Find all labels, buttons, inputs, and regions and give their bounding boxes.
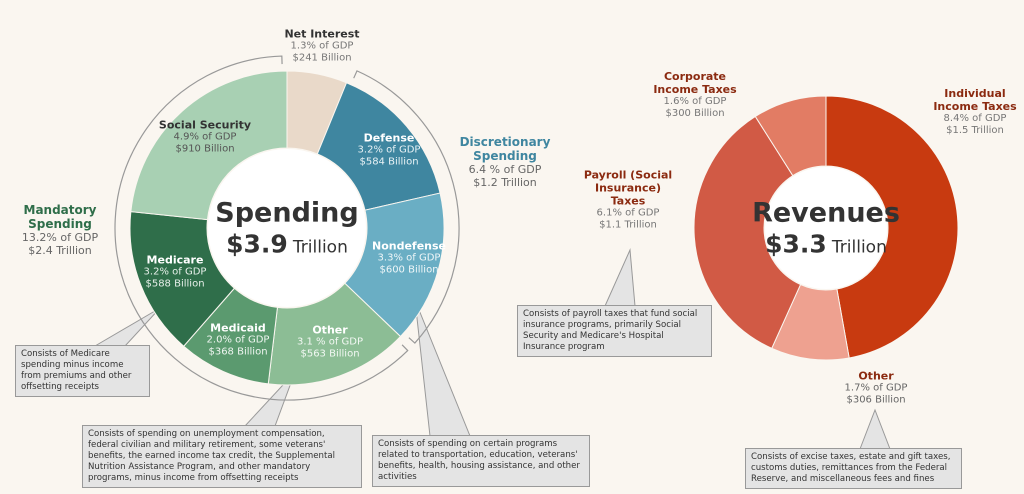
callout-note: Consists of spending on unemployment com… <box>82 425 362 488</box>
segment-value: 6.1% of GDP <box>596 207 660 219</box>
segment-amount: $1.1 Trillion <box>599 219 657 231</box>
donut-segment <box>693 115 802 349</box>
segment-label: Defense 3.2% of GDP $584 Billion <box>339 132 439 169</box>
donut-segment <box>754 95 827 177</box>
segment-label: Social Security 4.9% of GDP $910 Billion <box>155 119 255 156</box>
segment-amount: $600 Billion <box>379 264 439 276</box>
group-amount: $2.4 Trillion <box>28 244 92 257</box>
group-arc <box>353 70 460 344</box>
segment-name: Other <box>312 323 348 337</box>
donut-hole <box>765 167 887 289</box>
segment-label: Other 3.1 % of GDP $563 Billion <box>280 324 380 361</box>
segment-label: Medicare 3.2% of GDP $588 Billion <box>125 254 225 291</box>
segment-value: 4.9% of GDP <box>173 131 237 143</box>
group-label: Discretionary Spending 6.4 % of GDP $1.2 T… <box>450 135 560 189</box>
segment-name: Medicare <box>146 253 204 267</box>
center-total: $3.9 Trillion <box>215 230 358 259</box>
segment-value: 3.2% of GDP <box>143 266 207 278</box>
segment-value: 8.4% of GDP <box>943 113 1007 124</box>
segment-label: Payroll (Social Insurance) Taxes 6.1% of … <box>578 169 678 232</box>
group-value: 6.4 % of GDP <box>468 163 542 176</box>
segment-amount: $584 Billion <box>359 156 419 168</box>
segment-name: Medicaid <box>210 321 266 335</box>
segment-label: Net Interest 1.3% of GDP $241 Billion <box>272 28 372 65</box>
segment-name: Other <box>858 369 894 383</box>
callout-note: Consists of payroll taxes that fund soci… <box>517 305 712 357</box>
center-value: $3.9 <box>226 229 288 259</box>
segment-name: Nondefense <box>371 239 446 253</box>
segment-value: 1.3% of GDP <box>290 40 354 52</box>
segment-amount: $588 Billion <box>145 278 205 290</box>
center-unit: Trillion <box>831 237 887 258</box>
center-value: $3.3 <box>765 229 827 259</box>
group-arc <box>114 55 409 401</box>
segment-name: Social Security <box>158 118 252 132</box>
center-label: Spending $3.9 Trillion <box>215 198 358 259</box>
segment-name: Net Interest <box>284 27 360 41</box>
callout-note: Consists of Medicare spending minus inco… <box>15 345 150 397</box>
pointer <box>859 408 891 450</box>
pointer <box>414 299 471 437</box>
segment-name: Corporate Income Taxes <box>653 70 737 96</box>
segment-amount: $910 Billion <box>175 143 235 155</box>
segment-label: Other 1.7% of GDP $306 Billion <box>826 370 926 407</box>
segment-value: 3.2% of GDP <box>357 144 421 156</box>
segment-amount: $1.5 Trillion <box>946 125 1004 136</box>
segment-amount: $241 Billion <box>292 52 352 64</box>
segment-value: 1.7% of GDP <box>844 382 908 394</box>
center-label: Revenues $3.3 Trillion <box>752 198 900 259</box>
center-title: Spending <box>215 197 359 229</box>
pointer <box>604 248 636 307</box>
segment-amount: $368 Billion <box>208 346 268 358</box>
segment-name: Payroll (Social Insurance) Taxes <box>583 168 673 208</box>
callout-note: Consists of spending on certain programs… <box>372 435 590 487</box>
segment-label: Corporate Income Taxes 1.6% of GDP $300 Bi… <box>645 70 745 120</box>
segment-amount: $563 Billion <box>300 348 360 360</box>
pointer <box>93 307 161 347</box>
callout-note: Consists of excise taxes, estate and gif… <box>745 448 962 489</box>
segment-value: 1.6% of GDP <box>663 96 727 107</box>
center-title: Revenues <box>752 197 900 229</box>
segment-amount: $300 Billion <box>665 108 725 119</box>
segment-label: Medicaid 2.0% of GDP $368 Billion <box>188 322 288 359</box>
group-value: 13.2% of GDP <box>21 231 99 244</box>
segment-label: Individual Income Taxes 8.4% of GDP $1.5 T… <box>925 87 1024 137</box>
segment-value: 3.1 % of GDP <box>296 336 364 348</box>
group-label: Mandatory Spending 13.2% of GDP $2.4 Trill… <box>5 203 115 257</box>
center-unit: Trillion <box>292 237 348 258</box>
segment-label: Nondefense 3.3% of GDP $600 Billion <box>359 240 459 277</box>
group-amount: $1.2 Trillion <box>473 176 537 189</box>
segment-value: 3.3% of GDP <box>377 252 441 264</box>
segment-value: 2.0% of GDP <box>206 334 270 346</box>
segment-name: Individual Income Taxes <box>933 87 1017 113</box>
group-name: Discretionary Spending <box>459 135 551 163</box>
group-name: Mandatory Spending <box>23 203 97 231</box>
donut-segment <box>825 95 959 359</box>
donut-hole <box>208 149 366 307</box>
segment-name: Defense <box>363 131 415 145</box>
donut-segment <box>130 70 288 221</box>
segment-amount: $306 Billion <box>846 394 906 406</box>
center-total: $3.3 Trillion <box>752 230 900 259</box>
